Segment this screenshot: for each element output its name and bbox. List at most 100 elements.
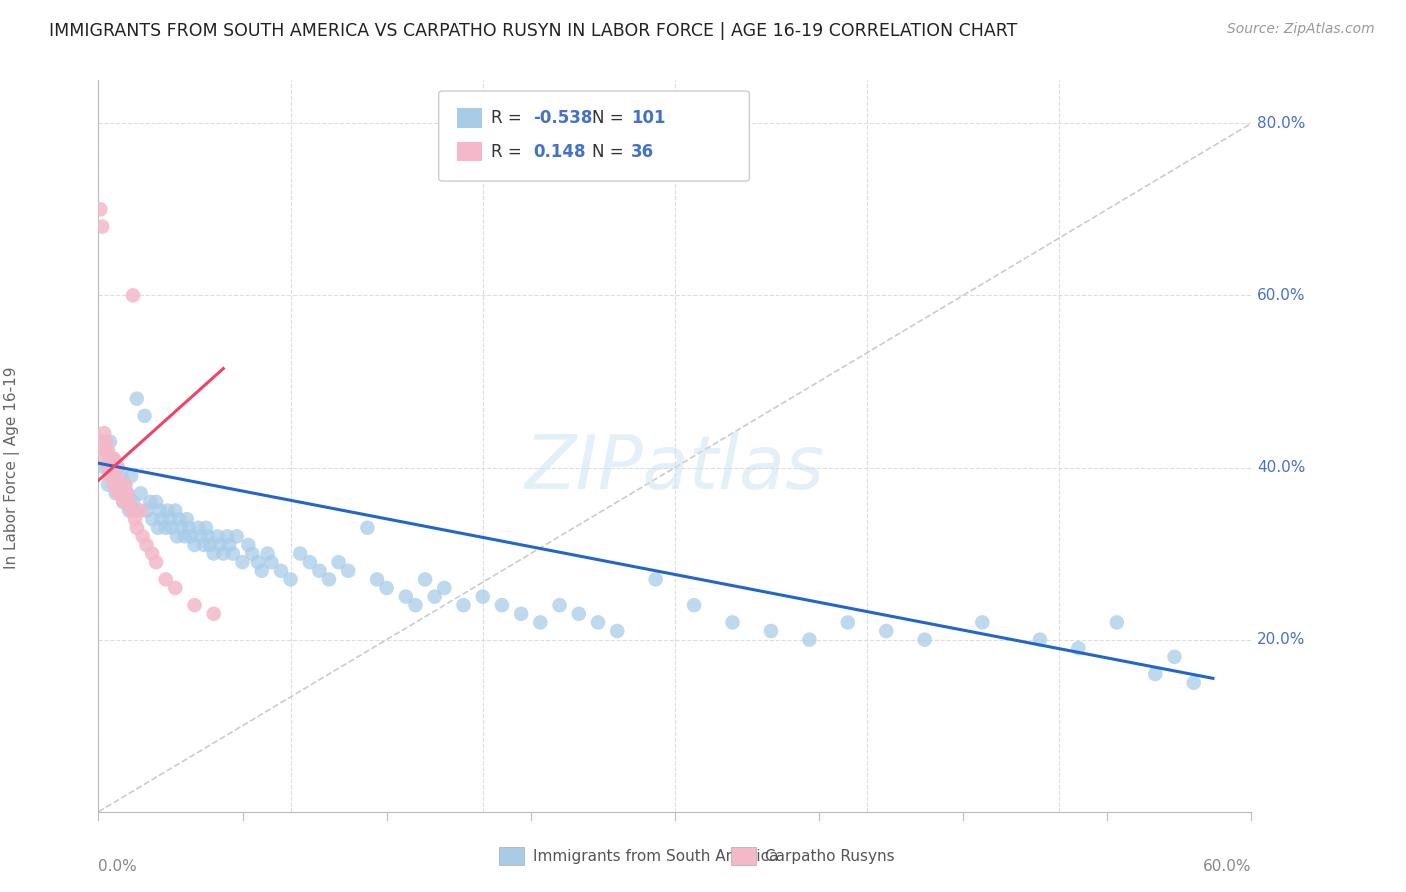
Point [240, 547, 263, 561]
Text: 60.0%: 60.0% [1257, 288, 1306, 303]
Text: R =: R = [491, 109, 527, 127]
Point [114, 477, 136, 491]
Point [107, 460, 129, 475]
Point [1029, 632, 1052, 647]
Point [91, 219, 114, 234]
Point [125, 392, 148, 406]
Point [101, 469, 124, 483]
Point [972, 615, 994, 630]
Point [103, 477, 125, 491]
Point [250, 564, 273, 578]
Point [150, 512, 173, 526]
Point [238, 538, 260, 552]
Point [212, 547, 235, 561]
Point [167, 512, 190, 526]
Point [117, 486, 139, 500]
Point [122, 495, 145, 509]
Point [318, 573, 340, 587]
Point [98, 434, 121, 449]
Point [104, 469, 127, 483]
Text: N =: N = [592, 109, 628, 127]
Point [1105, 615, 1128, 630]
Point [246, 555, 269, 569]
Point [134, 409, 156, 423]
Point [94, 443, 117, 458]
Point [197, 529, 219, 543]
Point [207, 529, 229, 543]
Point [177, 521, 200, 535]
Point [107, 486, 129, 500]
Point [104, 486, 127, 500]
Point [156, 503, 179, 517]
Point [110, 486, 132, 500]
Point [155, 521, 177, 535]
Point [108, 477, 131, 491]
Point [683, 598, 706, 612]
Point [120, 469, 142, 483]
Point [141, 512, 163, 526]
Text: 20.0%: 20.0% [1257, 632, 1306, 647]
Point [471, 590, 494, 604]
Point [97, 477, 120, 491]
Text: Source: ZipAtlas.com: Source: ZipAtlas.com [1227, 22, 1375, 37]
Point [328, 555, 350, 569]
Point [270, 564, 292, 578]
Point [1163, 649, 1185, 664]
Point [103, 451, 125, 466]
Text: 40.0%: 40.0% [1257, 460, 1306, 475]
Point [298, 555, 321, 569]
Text: N =: N = [592, 143, 628, 161]
Point [91, 434, 114, 449]
Point [280, 573, 302, 587]
Point [146, 521, 169, 535]
Text: 36: 36 [631, 143, 654, 161]
Point [155, 573, 177, 587]
Point [423, 590, 446, 604]
Point [195, 521, 218, 535]
Point [290, 547, 312, 561]
Point [375, 581, 398, 595]
Point [93, 426, 115, 441]
Text: ZIPatlas: ZIPatlas [524, 432, 825, 504]
Point [799, 632, 821, 647]
Point [107, 460, 129, 475]
Point [837, 615, 859, 630]
Point [166, 529, 188, 543]
Point [141, 547, 163, 561]
Point [202, 607, 225, 621]
Point [118, 495, 141, 509]
Point [117, 486, 139, 500]
Point [114, 477, 136, 491]
Point [112, 495, 135, 509]
Point [94, 451, 117, 466]
Point [129, 486, 152, 500]
Text: Immigrants from South America: Immigrants from South America [533, 849, 779, 863]
Point [165, 503, 187, 517]
Point [124, 512, 146, 526]
Point [1144, 667, 1167, 681]
Point [108, 477, 131, 491]
Point [149, 503, 172, 517]
Point [256, 547, 278, 561]
Point [145, 555, 167, 569]
Point [366, 573, 388, 587]
Point [183, 598, 205, 612]
Point [395, 590, 418, 604]
Point [183, 538, 205, 552]
Point [135, 538, 157, 552]
Point [308, 564, 330, 578]
Point [122, 288, 145, 302]
Point [218, 538, 240, 552]
Point [1067, 641, 1090, 656]
Point [586, 615, 609, 630]
Point [193, 538, 215, 552]
Text: 0.0%: 0.0% [98, 859, 138, 874]
Point [202, 547, 225, 561]
Point [759, 624, 782, 638]
Text: Carpatho Rusyns: Carpatho Rusyns [765, 849, 894, 863]
Point [529, 615, 551, 630]
Point [875, 624, 897, 638]
Text: 80.0%: 80.0% [1257, 116, 1306, 131]
Point [125, 521, 148, 535]
Text: In Labor Force | Age 16-19: In Labor Force | Age 16-19 [4, 367, 20, 569]
